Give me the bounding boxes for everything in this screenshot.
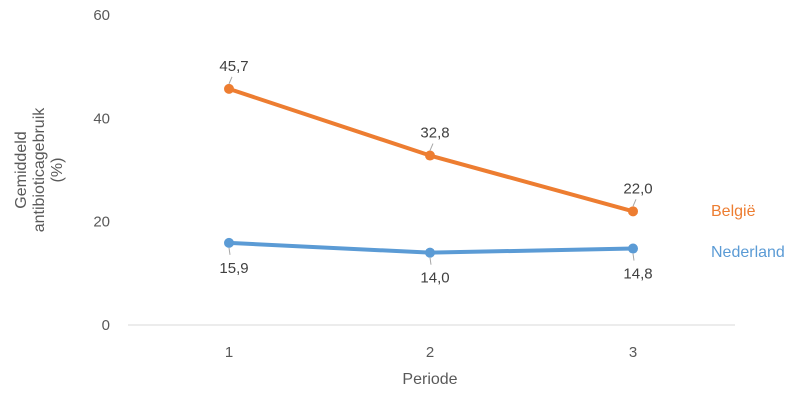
data-point — [425, 247, 435, 258]
y-tick-label: 60 — [93, 7, 110, 24]
data-point — [425, 150, 435, 161]
data-point — [628, 243, 638, 254]
y-tick-label: 40 — [93, 110, 110, 127]
series-layer: 45,7 32,8 22,0 15,9 14,0 14,8 — [219, 58, 652, 287]
data-label: 22,0 — [623, 180, 652, 197]
y-axis-title: Gemiddeldantibioticagebruik(%) — [13, 107, 66, 233]
legend-item-label: België — [711, 203, 756, 220]
data-label-leader — [429, 143, 434, 151]
data-label: 14,8 — [623, 266, 652, 283]
y-axis-title-line: antibioticagebruik — [31, 107, 48, 233]
y-axis-title-line: (%) — [49, 158, 66, 183]
x-tick-label: 3 — [629, 344, 637, 361]
data-label: 14,0 — [420, 270, 449, 287]
x-axis-title: Periode — [402, 371, 457, 388]
data-label: 45,7 — [219, 58, 248, 75]
data-label-leader — [228, 247, 231, 255]
y-tick-label: 20 — [93, 214, 110, 231]
x-tick-label: 1 — [225, 344, 233, 361]
data-label-leader — [632, 253, 635, 261]
data-point — [628, 206, 638, 217]
data-label: 32,8 — [420, 125, 449, 142]
y-axis-title-line: Gemiddeld — [13, 131, 30, 208]
legend-item-label: Nederland — [711, 244, 785, 261]
x-tick-label: 2 — [426, 344, 434, 361]
data-label-leader — [228, 76, 233, 85]
data-label-leader — [429, 257, 432, 265]
data-point — [224, 83, 234, 94]
x-axis-tick-labels: 1 2 3 — [225, 344, 637, 361]
legend: België Nederland — [711, 203, 785, 261]
series-line — [227, 86, 635, 214]
data-label-leader — [632, 199, 637, 207]
data-point — [224, 237, 234, 248]
series-group: 45,7 32,8 22,0 — [219, 58, 653, 217]
y-axis-tick-labels: 0 20 40 60 — [93, 7, 110, 334]
series-group: 15,9 14,0 14,8 — [219, 237, 653, 287]
y-tick-label: 0 — [102, 317, 110, 334]
data-label: 15,9 — [219, 260, 248, 277]
